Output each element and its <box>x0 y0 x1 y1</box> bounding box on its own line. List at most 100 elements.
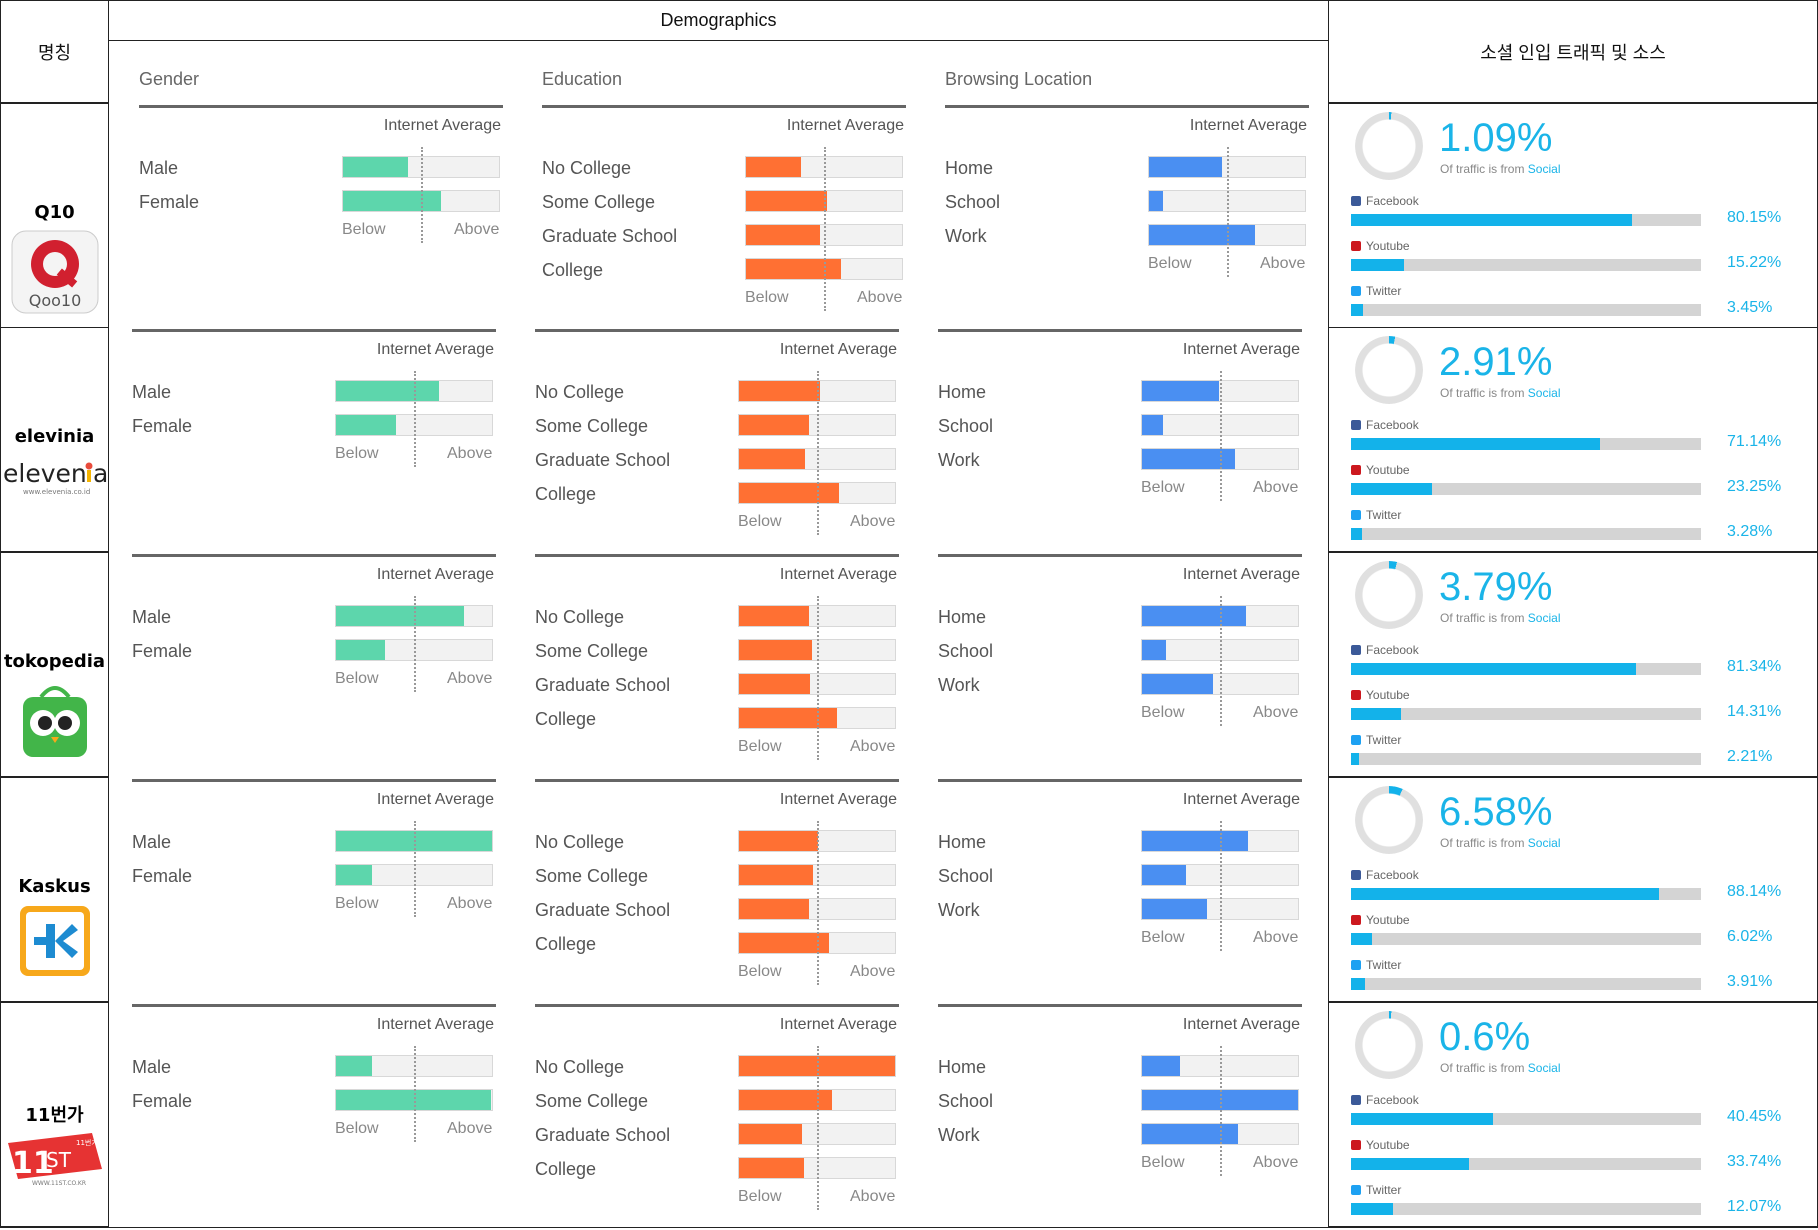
education-row: No College <box>535 379 899 409</box>
internet-average-label: Internet Average <box>779 791 897 808</box>
source-bar <box>1351 1113 1701 1125</box>
social-caption-link: Social <box>1527 1061 1561 1075</box>
gender-bar-fill <box>336 606 464 626</box>
social-share-ring <box>1355 1011 1423 1079</box>
below-label: Below <box>738 963 782 980</box>
qoo10-logo: Qoo10 <box>11 230 99 319</box>
education-row: Some College <box>535 413 899 443</box>
source-label: Youtube <box>1351 239 1410 253</box>
gender-bar-fill <box>336 1056 372 1076</box>
browsing-bar-fill <box>1142 865 1186 885</box>
table-bottom-border <box>0 1227 1818 1228</box>
site-name-cell: tokopedia <box>0 552 109 777</box>
gender-section: Internet Average Male Female Below Above <box>132 1004 496 1214</box>
browsing-bar-fill <box>1142 1124 1238 1144</box>
education-label: Graduate School <box>535 675 671 695</box>
gender-row: Male <box>132 1054 496 1084</box>
browsing-row: School <box>938 863 1302 893</box>
site-name: elevinia <box>14 426 95 447</box>
kaskus-logo <box>18 904 92 983</box>
youtube-icon <box>1351 241 1361 251</box>
browsing-label: Work <box>938 450 980 470</box>
source-percentage: 33.74% <box>1727 1153 1782 1170</box>
above-label: Above <box>1253 479 1299 496</box>
site-name-cell: 11번가 11 ST 11번가 WWW.11ST.CO.KR <box>0 1002 109 1227</box>
above-label: Above <box>454 221 500 238</box>
source-label: Facebook <box>1351 868 1419 882</box>
education-label: College <box>535 709 597 729</box>
gender-row: Male <box>132 379 496 409</box>
browsing-row: Home <box>938 379 1302 409</box>
education-bar-fill <box>739 865 813 885</box>
browsing-section: Internet Average Home School Work Below Above <box>938 779 1302 989</box>
gender-row: Male <box>132 829 496 859</box>
source-bar <box>1351 483 1701 495</box>
gender-average-line <box>414 596 416 692</box>
gender-label: Female <box>139 192 200 212</box>
social-caption-link: Social <box>1527 836 1561 850</box>
above-label: Above <box>850 963 896 980</box>
education-label: No College <box>542 158 632 178</box>
browsing-average-line <box>1220 1046 1222 1176</box>
source-name: Twitter <box>1366 284 1402 298</box>
gender-row: Female <box>132 863 496 893</box>
browsing-row: School <box>938 638 1302 668</box>
education-average-line <box>817 371 819 535</box>
source-name: Youtube <box>1366 688 1410 702</box>
social-percentage: 2.91% <box>1439 340 1553 384</box>
education-row: Graduate School <box>535 672 899 702</box>
twitter-icon <box>1351 1185 1361 1195</box>
education-label: No College <box>535 1057 625 1077</box>
education-average-line <box>817 821 819 985</box>
gender-divider <box>132 329 496 332</box>
above-label: Above <box>1253 1154 1299 1171</box>
education-bar-fill <box>746 225 820 245</box>
social-percentage: 6.58% <box>1439 790 1553 834</box>
browsing-bar-fill <box>1149 225 1255 245</box>
internet-average-label: Internet Average <box>1182 341 1300 358</box>
gender-section: Gender Internet Average Male Female Below Abo… <box>139 69 503 315</box>
gender-label: Female <box>132 1091 193 1111</box>
internet-average-label: Internet Average <box>779 1016 897 1033</box>
education-section: Internet Average No College Some College Gr… <box>535 329 899 539</box>
source-bar-fill <box>1351 1203 1393 1215</box>
education-bar-fill <box>739 831 818 851</box>
social-traffic-panel: 0.6% Of traffic is from Social Facebook 40.… <box>1328 1002 1818 1227</box>
below-label: Below <box>738 1188 782 1205</box>
gender-label: Male <box>139 158 179 178</box>
browsing-row: School <box>945 189 1309 219</box>
education-label: Graduate School <box>535 450 671 470</box>
gender-bar-fill <box>336 381 439 401</box>
header-name-text: 명칭 <box>37 42 72 63</box>
browsing-row: Work <box>938 447 1302 477</box>
social-caption: Of traffic is from Social <box>1440 611 1560 625</box>
education-bar-fill <box>739 1158 804 1178</box>
education-bar-fill <box>739 1090 832 1110</box>
social-caption-text: Of traffic is from <box>1440 1061 1528 1075</box>
browsing-average-line <box>1220 821 1222 951</box>
above-label: Above <box>447 1120 493 1137</box>
browsing-divider <box>938 329 1302 332</box>
header-social-text: 소셜 인입 트래픽 및 소스 <box>1480 42 1666 63</box>
source-percentage: 71.14% <box>1727 433 1782 450</box>
source-percentage: 3.28% <box>1727 523 1773 540</box>
youtube-icon <box>1351 690 1361 700</box>
education-bar-fill <box>746 157 801 177</box>
browsing-label: Home <box>938 382 987 402</box>
source-bar-fill <box>1351 1113 1493 1125</box>
social-caption-text: Of traffic is from <box>1440 162 1528 176</box>
youtube-icon <box>1351 915 1361 925</box>
education-row: Some College <box>535 638 899 668</box>
source-name: Twitter <box>1366 958 1402 972</box>
social-traffic-panel: 6.58% Of traffic is from Social Facebook 88… <box>1328 777 1818 1002</box>
gender-row: Female <box>132 638 496 668</box>
browsing-bar-fill <box>1142 1056 1180 1076</box>
browsing-section: Internet Average Home School Work Below Above <box>938 1004 1302 1214</box>
source-bar <box>1351 1203 1701 1215</box>
education-row: College <box>535 706 899 736</box>
source-percentage: 12.07% <box>1727 1198 1782 1215</box>
browsing-label: Home <box>945 158 994 178</box>
source-bar-fill <box>1351 528 1362 540</box>
browsing-label: Home <box>938 832 987 852</box>
browsing-bar-fill <box>1142 899 1207 919</box>
